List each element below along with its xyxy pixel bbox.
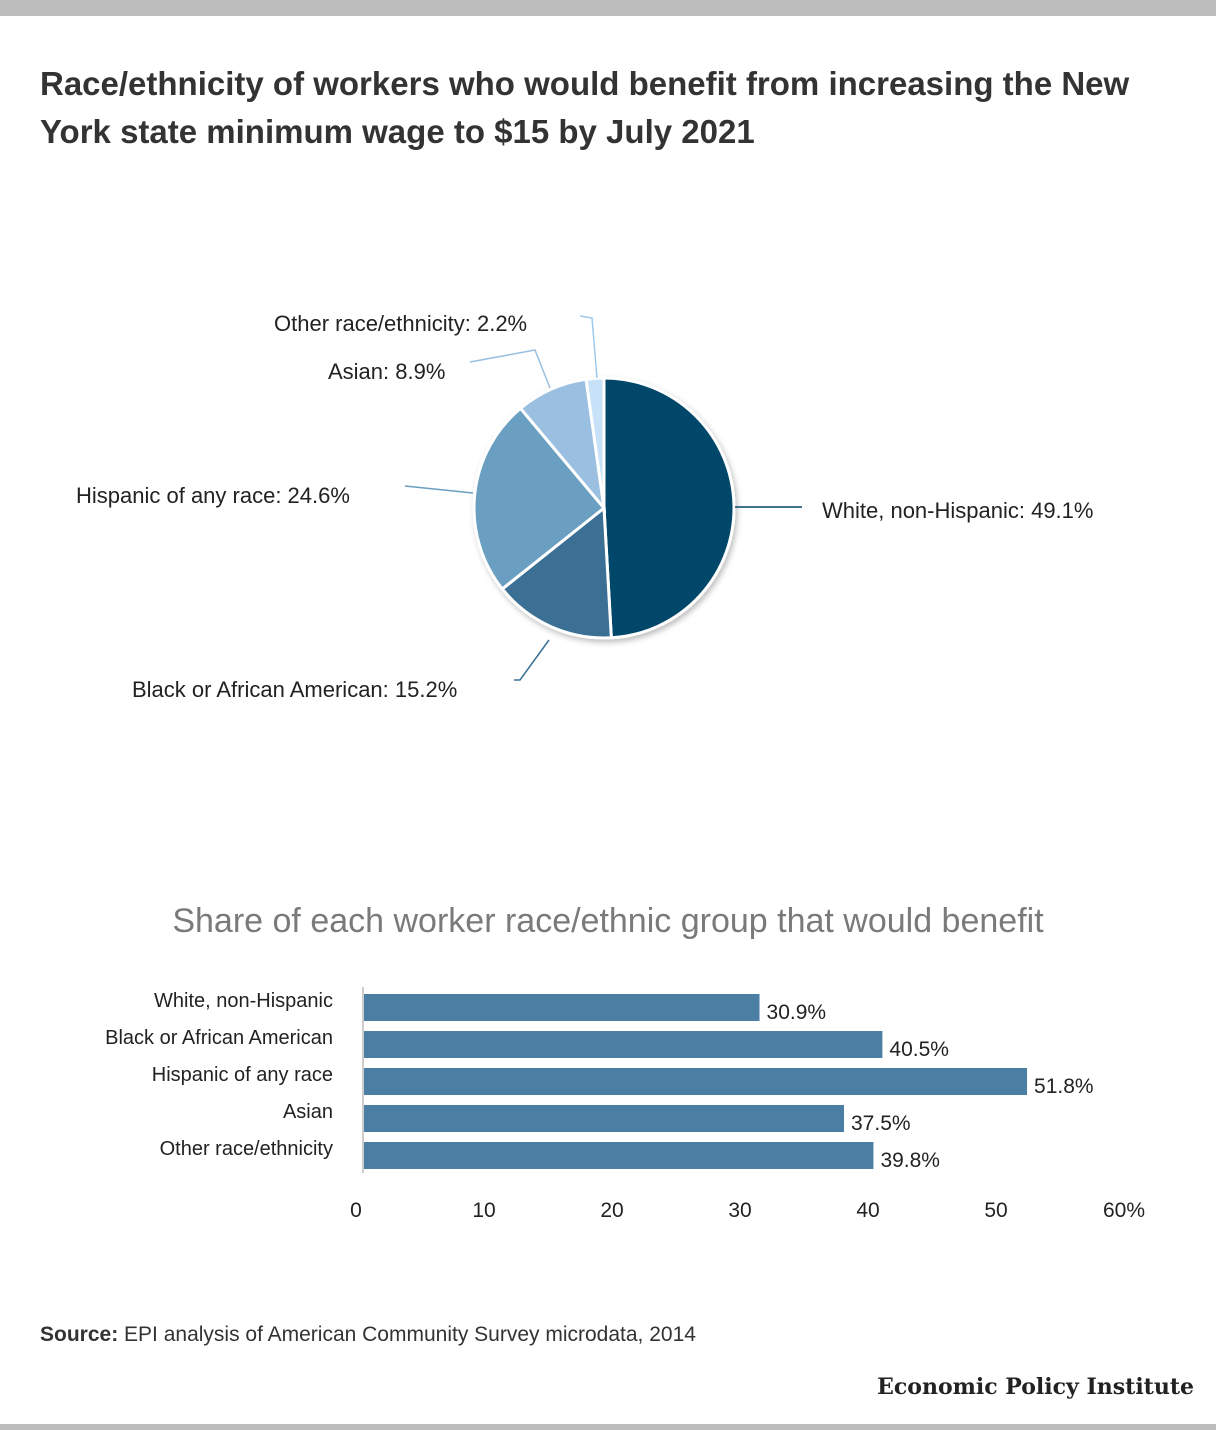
x-tick-label: 0: [350, 1199, 362, 1222]
pie-chart: White, non-Hispanic: 49.1% Black or Afric…: [76, 311, 1093, 702]
chart-title: Race/ethnicity of workers who would bene…: [40, 65, 1130, 150]
pie-slice-other-race-ethnicity: [584, 376, 606, 509]
bar-category-label: Other race/ethnicity: [160, 1138, 333, 1160]
bar-value-label: 39.8%: [880, 1149, 940, 1172]
pie-slice-hispanic-of-any-race: [472, 406, 607, 592]
bar-category-label: Hispanic of any race: [152, 1064, 333, 1086]
x-tick-label: 40: [856, 1199, 879, 1222]
source-text: EPI analysis of American Community Surve…: [124, 1323, 696, 1346]
pie-label-asian: Asian: 8.9%: [328, 359, 445, 384]
bar-chart-title: Share of each worker race/ethnic group t…: [172, 902, 1044, 940]
bottom-border: [0, 1424, 1216, 1430]
pie-leader-line: [514, 639, 550, 681]
top-border: [0, 0, 1216, 16]
pie-slice-black-or-african-american: [500, 505, 613, 640]
bar-other-race-ethnicity: [364, 1142, 874, 1169]
pie-slice-white-non-hispanic: [602, 376, 736, 640]
pie-leader-line: [404, 485, 474, 494]
brand-logo: Economic Policy Institute: [877, 1374, 1194, 1400]
x-tick-label: 60%: [1103, 1199, 1145, 1222]
x-tick-label: 30: [728, 1199, 751, 1222]
bar-hispanic-of-any-race: [364, 1068, 1028, 1095]
pie-label-other-race-ethnicity: Other race/ethnicity: 2.2%: [274, 311, 527, 336]
x-tick-label: 20: [600, 1199, 623, 1222]
bar-value-label: 30.9%: [767, 1001, 827, 1024]
bar-value-label: 51.8%: [1034, 1075, 1094, 1098]
bar-white-non-hispanic: [364, 994, 760, 1021]
bar-black-or-african-american: [364, 1031, 883, 1058]
bar-category-label: White, non-Hispanic: [154, 990, 333, 1012]
x-tick-label: 10: [472, 1199, 495, 1222]
source-note: Source: EPI analysis of American Communi…: [40, 1323, 696, 1347]
source-label: Source:: [40, 1323, 119, 1346]
bar-value-label: 37.5%: [851, 1112, 911, 1135]
pie-label-white-non-hispanic: White, non-Hispanic: 49.1%: [822, 498, 1093, 523]
x-tick-label: 50: [984, 1199, 1007, 1222]
bar-category-label: Asian: [283, 1101, 333, 1123]
bar-category-label: Black or African American: [105, 1027, 333, 1049]
pie-label-hispanic-of-any-race: Hispanic of any race: 24.6%: [76, 483, 350, 508]
pie-label-black-or-african-american: Black or African American: 15.2%: [132, 677, 457, 702]
bar-chart: White, non-Hispanic 30.9% Black or African…: [105, 987, 1145, 1222]
bar-value-label: 40.5%: [889, 1038, 949, 1061]
pie-leader-line: [469, 349, 551, 389]
pie-leader-line: [579, 315, 598, 379]
bar-asian: [364, 1105, 844, 1132]
